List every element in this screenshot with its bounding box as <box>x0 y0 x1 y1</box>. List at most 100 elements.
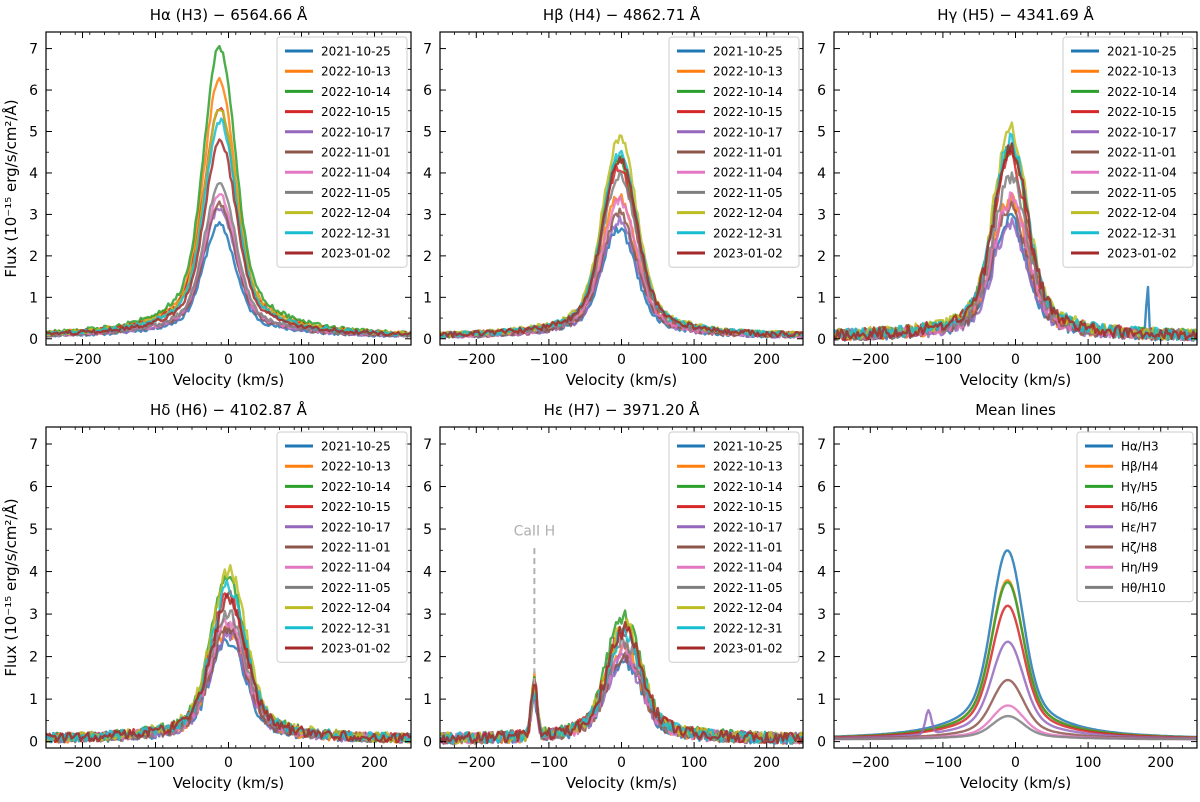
y-tick-label: 3 <box>29 207 38 223</box>
legend-entry: 2022-12-31 <box>713 226 783 240</box>
legend-entry: 2022-10-15 <box>321 500 391 514</box>
legend-entry: 2022-10-14 <box>321 480 391 494</box>
x-tick-label: −100 <box>530 352 568 368</box>
y-tick-label: 2 <box>423 249 432 265</box>
y-tick-label: 4 <box>29 166 38 182</box>
panel-6: Mean lines −200 −100 0 100 200 0 1 2 3 4 5 6 7 Velocit… <box>817 401 1198 792</box>
y-tick-label: 3 <box>29 607 38 623</box>
legend-entry: 2022-10-17 <box>1107 125 1177 139</box>
legend-entry: Hθ/H10 <box>1121 581 1166 595</box>
legend-box <box>668 36 800 268</box>
panel-title: Hγ (H5) − 4341.69 Å <box>937 5 1094 24</box>
legend: 2021-10-25 2022-10-13 2022-10-14 2022-10-15… <box>1062 36 1194 268</box>
legend-box <box>668 431 800 663</box>
legend-entry: 2022-11-05 <box>321 581 391 595</box>
series-line-2023-01-02 <box>834 142 1197 341</box>
legend-entry: 2022-11-05 <box>713 186 783 200</box>
legend-entry: 2022-10-17 <box>321 125 391 139</box>
x-tick-label: 100 <box>1075 352 1102 368</box>
panel-title: Mean lines <box>975 401 1056 419</box>
y-tick-label: 0 <box>423 735 432 751</box>
legend-entry: 2022-11-04 <box>713 166 783 180</box>
y-tick-label: 6 <box>817 83 826 99</box>
legend-entry: 2022-11-04 <box>1107 166 1177 180</box>
x-tick-label: 0 <box>224 755 233 771</box>
legend-entry: 2022-10-13 <box>321 65 391 79</box>
y-tick-label: 7 <box>423 437 432 453</box>
legend-entry: 2022-10-14 <box>713 480 783 494</box>
y-tick-label: 0 <box>29 332 38 348</box>
x-tick-label: 0 <box>617 755 626 771</box>
series-line-Hθ/H10 <box>834 714 1197 741</box>
y-tick-label: 3 <box>817 607 826 623</box>
series-line-2022-11-01 <box>440 650 803 745</box>
y-tick-label: 1 <box>817 692 826 708</box>
y-tick-label: 4 <box>423 166 432 182</box>
legend: 2021-10-25 2022-10-13 2022-10-14 2022-10-15… <box>668 431 800 663</box>
x-tick-label: 200 <box>361 352 388 368</box>
panel-2: Hβ (H4) − 4862.71 Å −200 −100 0 100 200 0 1 2 3 4 5… <box>423 5 804 389</box>
legend-entry: 2022-10-15 <box>1107 105 1177 119</box>
legend-entry: 2021-10-25 <box>321 440 391 454</box>
y-tick-label: 7 <box>817 42 826 58</box>
legend-entry: 2022-12-04 <box>713 601 783 615</box>
y-axis-label: Flux (10⁻¹⁵ erg/s/cm²/Å) <box>1 498 20 676</box>
legend: 2021-10-25 2022-10-13 2022-10-14 2022-10-15… <box>668 36 800 268</box>
legend-entry: 2022-10-13 <box>1107 65 1177 79</box>
y-tick-label: 7 <box>29 437 38 453</box>
legend: 2021-10-25 2022-10-13 2022-10-14 2022-10-15… <box>276 431 408 663</box>
x-tick-label: 100 <box>681 352 708 368</box>
x-tick-label: 200 <box>753 352 780 368</box>
y-tick-label: 7 <box>423 42 432 58</box>
x-tick-label: −100 <box>136 352 174 368</box>
legend-entry: Hη/H9 <box>1121 561 1158 575</box>
legend-entry: 2022-11-01 <box>713 146 783 160</box>
y-tick-label: 5 <box>423 124 432 140</box>
x-tick-label: 0 <box>1011 352 1020 368</box>
legend-entry: 2022-10-13 <box>713 460 783 474</box>
legend-entry: Hδ/H6 <box>1121 500 1158 514</box>
legend-entry: 2023-01-02 <box>1107 247 1177 261</box>
legend-entry: 2022-12-04 <box>1107 206 1177 220</box>
series-group <box>440 134 803 339</box>
x-tick-label: 0 <box>1011 755 1020 771</box>
y-tick-label: 5 <box>423 522 432 538</box>
x-tick-label: 100 <box>1075 755 1102 771</box>
legend-entry: 2022-12-31 <box>713 621 783 635</box>
y-tick-label: 7 <box>817 437 826 453</box>
y-tick-label: 2 <box>423 650 432 666</box>
legend-entry: 2023-01-02 <box>321 642 391 656</box>
y-tick-label: 1 <box>817 290 826 306</box>
legend-entry: 2022-10-14 <box>321 85 391 99</box>
legend-box <box>276 36 408 268</box>
x-tick-label: 200 <box>361 755 388 771</box>
panel-1: Hα (H3) − 6564.66 Å −200 −100 0 100 200 0 1 2 3 4 5… <box>1 5 412 389</box>
series-group <box>46 44 411 338</box>
legend-entry: 2022-12-31 <box>321 621 391 635</box>
series-group <box>440 609 803 746</box>
y-tick-label: 1 <box>423 290 432 306</box>
series-line-Hγ/H5 <box>834 581 1197 739</box>
y-tick-label: 3 <box>817 207 826 223</box>
legend-entry: 2022-10-17 <box>713 520 783 534</box>
panel-3: Hγ (H5) − 4341.69 Å −200 −100 0 100 200 0 1 2 3 4 5… <box>817 5 1198 389</box>
legend-entry: 2022-11-04 <box>713 561 783 575</box>
y-tick-label: 6 <box>423 83 432 99</box>
legend-entry: 2021-10-25 <box>713 440 783 454</box>
x-tick-label: −200 <box>63 755 101 771</box>
y-tick-label: 5 <box>817 522 826 538</box>
x-axis-label: Velocity (km/s) <box>566 774 677 792</box>
legend-entry: 2022-12-04 <box>713 206 783 220</box>
legend-box <box>1076 431 1194 603</box>
legend-entry: 2022-10-13 <box>321 460 391 474</box>
legend-entry: 2021-10-25 <box>321 45 391 59</box>
legend-entry: 2022-11-05 <box>1107 186 1177 200</box>
x-tick-label: −100 <box>136 755 174 771</box>
series-line-Hε/H7 <box>834 640 1197 740</box>
y-tick-label: 1 <box>29 290 38 306</box>
panel-4: Hδ (H6) − 4102.87 Å −200 −100 0 100 200 0 1 2 3 4 5… <box>1 400 412 792</box>
x-tick-label: −200 <box>457 352 495 368</box>
legend-entry: 2022-10-17 <box>713 125 783 139</box>
legend-entry: 2022-12-04 <box>321 206 391 220</box>
